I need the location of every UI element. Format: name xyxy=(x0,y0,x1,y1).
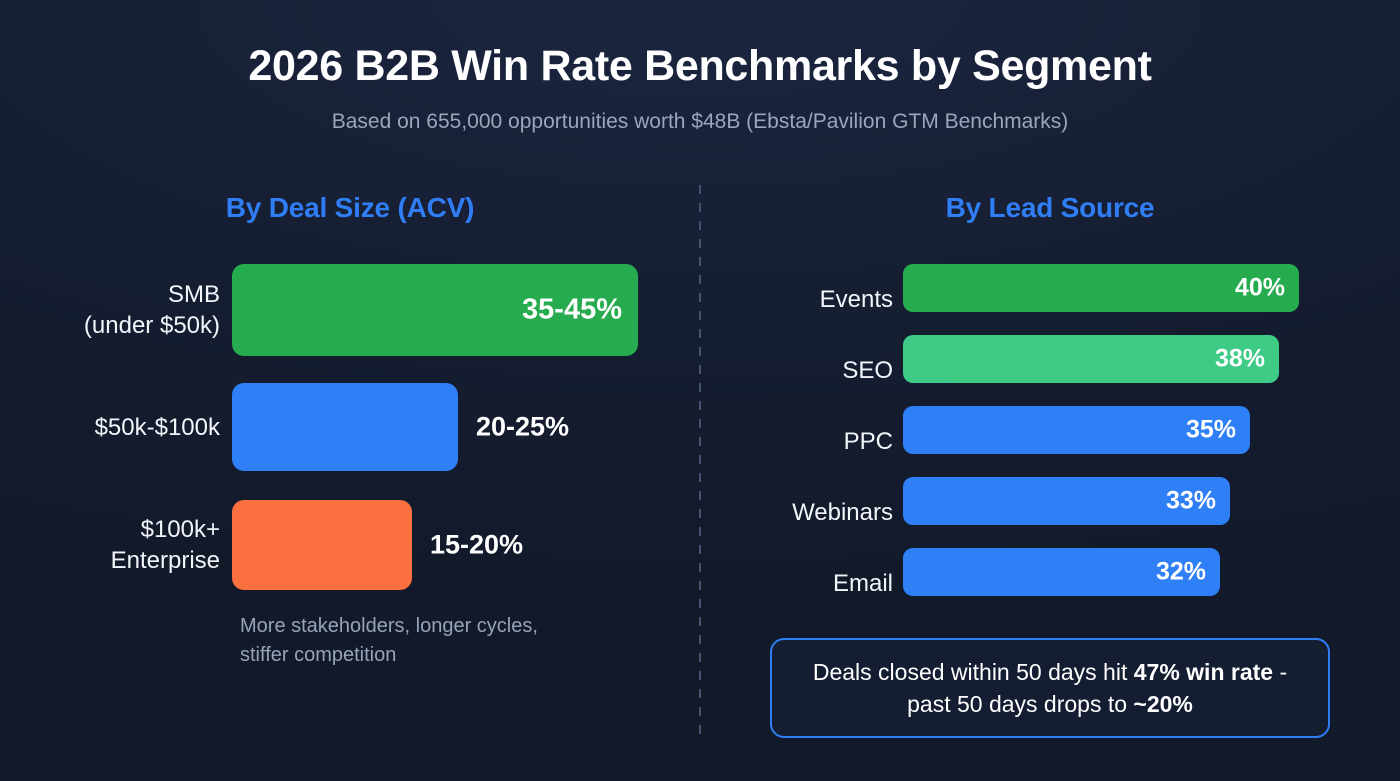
lead-source-row-label: PPC xyxy=(843,427,893,455)
deal-size-bar-value: 15-20% xyxy=(430,529,524,560)
deal-size-row-label: $50k-$100k xyxy=(94,414,220,441)
deal-size-row-label: SMB (under $50k) xyxy=(83,281,220,339)
lead-source-chart: Events 40% SEO 38% PPC 35% Webinars 33% Email 32% xyxy=(700,264,1400,619)
lead-source-bar-value: 35% xyxy=(1185,415,1236,444)
page-title: 2026 B2B Win Rate Benchmarks by Segment xyxy=(248,42,1152,90)
lead-source-row: PPC 35% xyxy=(700,406,1400,477)
deal-size-bar: 35-45% xyxy=(232,264,638,356)
deal-size-chart: SMB (under $50k) 35-45% $50k-$100k 20-25% $1… xyxy=(0,255,700,612)
lead-source-bar: 35% xyxy=(903,406,1250,454)
lead-source-row-label: Events xyxy=(819,285,893,313)
deal-size-row: $50k-$100k 20-25% xyxy=(0,374,700,493)
enterprise-note: More stakeholders, longer cycles, stiffe… xyxy=(240,615,538,666)
lead-source-bar: 40% xyxy=(903,264,1299,312)
lead-source-bar: 32% xyxy=(903,548,1220,596)
lead-source-row-label: Webinars xyxy=(792,498,893,526)
lead-source-row: Webinars 33% xyxy=(700,477,1400,548)
lead-source-bar-value: 38% xyxy=(1214,344,1265,373)
lead-source-bar-value: 33% xyxy=(1165,486,1216,515)
column-divider xyxy=(699,185,701,741)
lead-source-bar-value: 40% xyxy=(1234,273,1285,302)
deal-size-row-label: $100k+ Enterprise xyxy=(110,516,220,574)
deal-size-bar-value: 35-45% xyxy=(522,293,622,326)
callout-box: Deals closed within 50 days hit 47% win … xyxy=(770,638,1330,738)
deal-size-bar xyxy=(232,383,458,471)
lead-source-row: Events 40% xyxy=(700,264,1400,335)
page-subtitle: Based on 655,000 opportunities worth $48… xyxy=(331,110,1069,133)
lead-source-bar: 38% xyxy=(903,335,1279,383)
deal-size-row: SMB (under $50k) 35-45% xyxy=(0,255,700,374)
lead-source-bar: 33% xyxy=(903,477,1230,525)
lead-source-row-label: Email xyxy=(832,569,893,597)
deal-size-bar-value: 20-25% xyxy=(476,411,570,442)
panel-heading-deal-size: By Deal Size (ACV) xyxy=(225,192,475,223)
lead-source-row: SEO 38% xyxy=(700,335,1400,406)
lead-source-row: Email 32% xyxy=(700,548,1400,619)
lead-source-bar-value: 32% xyxy=(1155,557,1206,586)
deal-size-row: $100k+ Enterprise 15-20% xyxy=(0,493,700,612)
deal-size-bar xyxy=(232,500,412,590)
lead-source-row-label: SEO xyxy=(842,356,893,384)
callout-text: Deals closed within 50 days hit 47% win … xyxy=(812,659,1288,717)
panel-heading-lead-source: By Lead Source xyxy=(945,192,1155,223)
